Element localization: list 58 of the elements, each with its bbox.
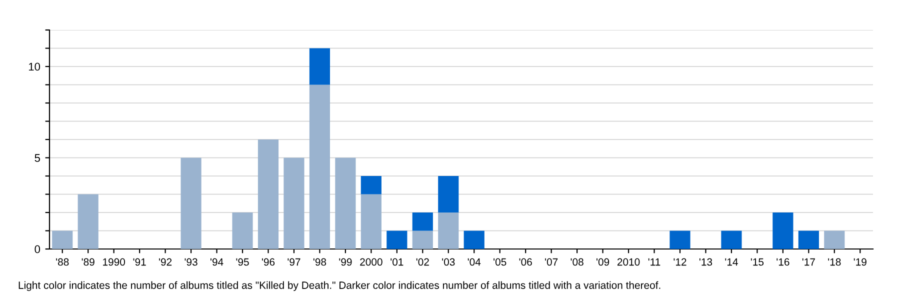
bar	[772, 212, 794, 249]
bar	[464, 230, 484, 249]
text: Light color indicates the number of albums titled as "Killed by Death." Darker color indicates number of albums titled with a variation thereof.	[18, 281, 660, 291]
x-tick-label: '95	[236, 258, 249, 266]
x-tick-label: '02	[416, 258, 429, 266]
bar	[309, 48, 330, 85]
x-tick-label: '92	[159, 258, 172, 266]
bar	[721, 230, 742, 249]
bar	[78, 194, 98, 249]
bar	[386, 230, 408, 249]
x-tick-label: '96	[262, 258, 275, 266]
x-tick-label: '11	[648, 258, 660, 266]
x-tick-label: 2000	[360, 258, 382, 266]
x-tick-label: '16	[776, 258, 790, 266]
x-tick-label: '07	[545, 258, 558, 266]
bar	[360, 194, 382, 249]
x-tick-label: 1990	[103, 258, 126, 266]
bar	[180, 158, 202, 249]
x-tick-label: '14	[725, 258, 738, 266]
x-tick-label: '99	[339, 258, 352, 266]
x-tick-label: '89	[82, 258, 94, 266]
bar	[824, 230, 845, 249]
x-tick-label: '15	[750, 258, 764, 266]
x-tick-label: '12	[674, 258, 686, 266]
bar	[412, 212, 433, 231]
x-tick-label: '03	[442, 258, 455, 266]
x-tick-label: '94	[210, 258, 224, 266]
bar	[309, 84, 330, 249]
x-tick-label: '91	[133, 258, 146, 266]
x-tick-label: '01	[390, 258, 404, 266]
bar	[232, 212, 253, 249]
bar	[284, 158, 304, 249]
x-tick-label: '88	[56, 258, 69, 266]
x-tick-label: '97	[288, 258, 300, 266]
x-tick-label: '08	[570, 258, 584, 266]
x-tick-label: '19	[854, 258, 866, 266]
bar	[798, 230, 819, 249]
bar	[360, 176, 382, 194]
bar	[52, 230, 73, 249]
x-tick-label: '05	[494, 258, 506, 266]
x-tick-label: '93	[184, 258, 198, 266]
x-tick-label: '18	[828, 258, 841, 266]
bar	[438, 212, 459, 249]
x-tick-label: '06	[519, 258, 532, 266]
bar	[335, 158, 356, 249]
bar	[670, 230, 690, 249]
bar	[258, 140, 279, 249]
y-tick-label: 0	[34, 245, 40, 254]
x-tick-label: '17	[802, 258, 815, 266]
y-tick-label: 5	[34, 154, 40, 162]
x-tick-label: '98	[313, 258, 326, 266]
bar	[438, 176, 459, 212]
x-tick-label: '13	[699, 258, 712, 266]
bar	[412, 230, 433, 249]
x-tick-label: '09	[596, 258, 610, 266]
y-tick-label: 10	[28, 62, 40, 71]
x-tick-label: 2010	[617, 258, 640, 266]
x-tick-label: '04	[468, 258, 481, 266]
